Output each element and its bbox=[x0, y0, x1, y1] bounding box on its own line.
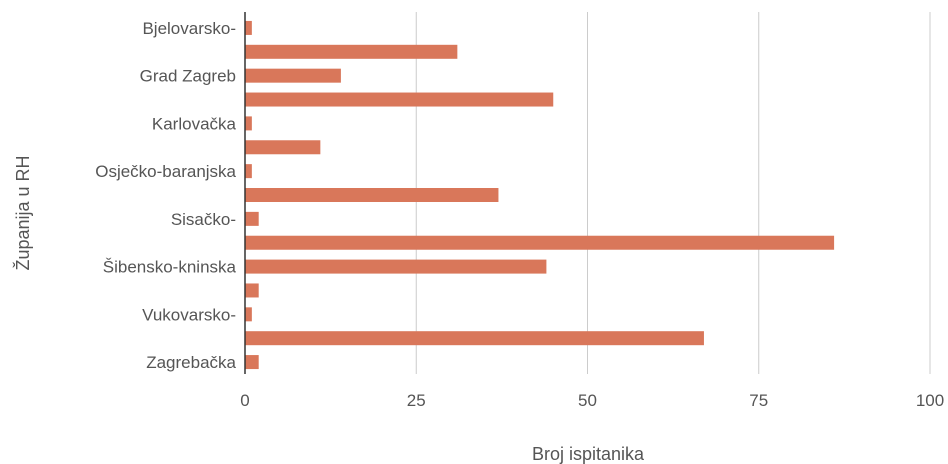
category-label: Bjelovarsko- bbox=[142, 19, 236, 38]
bar bbox=[245, 211, 259, 226]
category-label: Vukovarsko- bbox=[142, 305, 236, 324]
category-label: Osječko-baranjska bbox=[95, 162, 236, 181]
bar bbox=[245, 164, 252, 179]
bar bbox=[245, 355, 259, 370]
x-tick-label: 50 bbox=[578, 391, 597, 410]
x-tick-label: 25 bbox=[407, 391, 426, 410]
category-labels: Bjelovarsko- Grad Zagreb Karlovačka Osječko… bbox=[95, 19, 236, 372]
bar bbox=[245, 331, 704, 346]
category-label: Karlovačka bbox=[152, 114, 237, 133]
bar bbox=[245, 307, 252, 322]
bar bbox=[245, 92, 554, 107]
y-axis-title: Županija u RH bbox=[13, 155, 33, 270]
bar bbox=[245, 116, 252, 131]
bar bbox=[245, 259, 547, 274]
bar bbox=[245, 188, 499, 202]
bar bbox=[245, 140, 321, 155]
bars bbox=[245, 20, 835, 370]
bar bbox=[245, 283, 259, 298]
category-label: Grad Zagreb bbox=[140, 67, 236, 86]
x-tick-labels: 0 25 50 75 100 bbox=[240, 391, 944, 410]
bar bbox=[245, 20, 252, 35]
category-label: Šibensko-kninska bbox=[103, 258, 237, 277]
x-tick-label: 75 bbox=[749, 391, 768, 410]
category-label: Sisačko- bbox=[171, 210, 236, 229]
category-label: Zagrebačka bbox=[146, 353, 236, 372]
bar bbox=[245, 235, 835, 250]
x-tick-label: 100 bbox=[916, 391, 944, 410]
x-axis-title: Broj ispitanika bbox=[532, 444, 645, 464]
x-tick-label: 0 bbox=[240, 391, 249, 410]
bar bbox=[245, 68, 341, 83]
bar bbox=[245, 44, 458, 59]
